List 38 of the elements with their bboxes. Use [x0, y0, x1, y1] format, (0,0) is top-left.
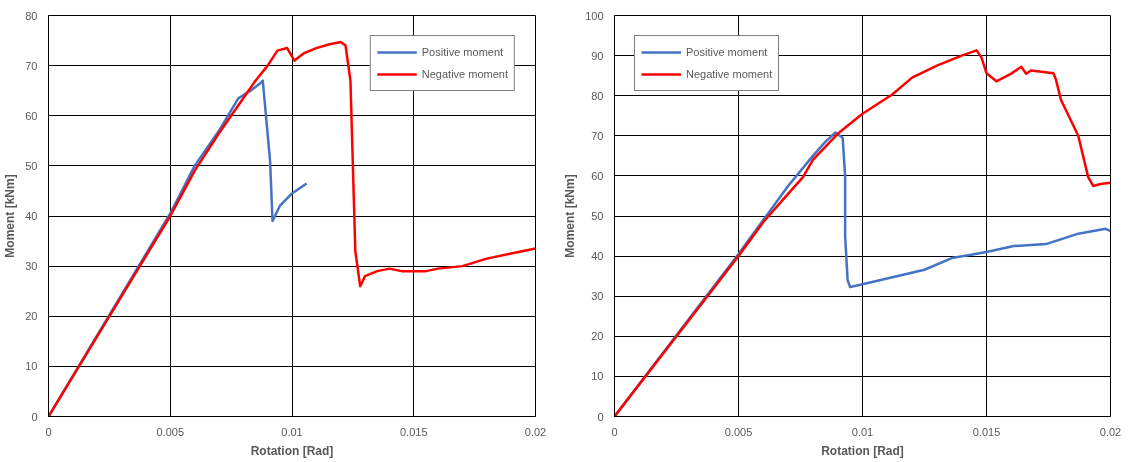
- x-tick-label: 0.015: [972, 425, 1001, 438]
- x-axis-title: Rotation [Rad]: [250, 443, 334, 458]
- x-tick-label: 0.01: [281, 425, 303, 438]
- y-tick-label: 10: [591, 370, 604, 383]
- legend-label: Positive moment: [686, 46, 768, 58]
- y-tick-label: 30: [25, 260, 38, 273]
- y-tick-label: 20: [25, 310, 38, 323]
- x-tick-label: 0.02: [1099, 425, 1122, 438]
- y-tick-label: 60: [25, 109, 38, 122]
- x-tick-label: 0.005: [156, 425, 185, 438]
- x-axis-title: Rotation [Rad]: [821, 443, 904, 458]
- y-tick-label: 40: [25, 210, 38, 222]
- y-axis-title: Moment [kNm]: [563, 174, 578, 258]
- y-tick-label: 70: [25, 59, 38, 72]
- y-tick-label: 100: [585, 9, 604, 22]
- y-tick-label: 60: [591, 169, 604, 182]
- y-tick-label: 50: [591, 210, 604, 222]
- y-tick-label: 70: [591, 129, 604, 142]
- y-tick-label: 40: [591, 250, 604, 263]
- x-tick-label: 0.01: [851, 425, 874, 438]
- y-tick-label: 10: [25, 360, 38, 373]
- x-tick-label: 0.02: [524, 425, 547, 438]
- y-tick-label: 0: [31, 410, 38, 423]
- legend-label: Positive moment: [421, 46, 504, 58]
- legend-label: Negative moment: [686, 68, 773, 80]
- legend-label: Negative moment: [421, 68, 508, 80]
- x-tick-label: 0: [611, 425, 618, 438]
- x-tick-label: 0: [45, 425, 52, 438]
- y-tick-label: 80: [25, 9, 38, 22]
- y-tick-label: 90: [591, 49, 604, 62]
- y-tick-label: 30: [591, 290, 604, 303]
- y-tick-label: 20: [591, 330, 604, 343]
- x-tick-label: 0.005: [724, 425, 753, 438]
- y-axis-title: Moment [kNm]: [3, 174, 18, 258]
- y-tick-label: 80: [591, 89, 604, 102]
- y-tick-label: 0: [597, 410, 604, 423]
- x-tick-label: 0.015: [399, 425, 428, 438]
- y-tick-label: 50: [25, 159, 38, 172]
